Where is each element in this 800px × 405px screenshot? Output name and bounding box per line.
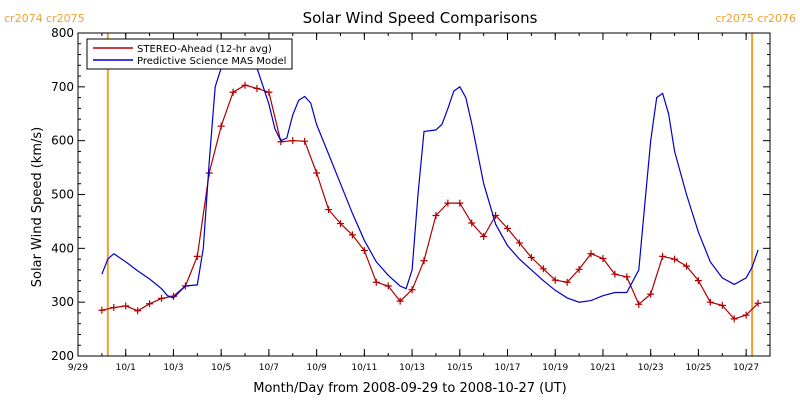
data-point-marker <box>742 311 750 319</box>
data-point-marker <box>360 246 368 254</box>
data-point-marker <box>694 277 702 285</box>
data-point-marker <box>671 255 679 263</box>
data-point-marker <box>229 88 237 96</box>
y-tick-label: 400 <box>51 241 74 255</box>
data-point-marker <box>527 253 535 261</box>
legend-label-1: Predictive Science MAS Model <box>137 56 286 67</box>
x-tick-label: 10/19 <box>542 363 568 373</box>
data-point-marker <box>193 252 201 260</box>
data-point-marker <box>551 276 559 284</box>
data-point-marker <box>384 282 392 290</box>
data-point-marker <box>468 219 476 227</box>
x-tick-label: 10/21 <box>590 363 616 373</box>
data-point-marker <box>718 301 726 309</box>
data-point-marker <box>301 137 309 145</box>
x-tick-label: 10/9 <box>307 363 327 373</box>
data-point-marker <box>372 278 380 286</box>
data-point-marker <box>659 252 667 260</box>
x-tick-label: 10/3 <box>163 363 183 373</box>
data-point-marker <box>205 169 213 177</box>
x-tick-label: 10/17 <box>495 363 521 373</box>
y-tick-label: 200 <box>51 349 74 363</box>
x-tick-label: 9/29 <box>68 363 88 373</box>
data-point-marker <box>253 84 261 92</box>
y-tick-label: 300 <box>51 295 74 309</box>
data-point-marker <box>432 211 440 219</box>
carrington-label: cr2074 cr2075 <box>4 12 85 25</box>
data-point-marker <box>515 239 523 247</box>
data-point-marker <box>420 257 428 265</box>
y-tick-label: 800 <box>51 26 74 40</box>
y-tick-label: 500 <box>51 188 74 202</box>
x-tick-label: 10/15 <box>447 363 473 373</box>
data-point-marker <box>635 300 643 308</box>
data-point-marker <box>480 232 488 240</box>
x-axis-label: Month/Day from 2008-09-29 to 2008-10-27 … <box>253 381 566 396</box>
data-point-marker <box>110 304 118 312</box>
data-point-marker <box>348 231 356 239</box>
data-point-marker <box>444 199 452 207</box>
data-point-marker <box>563 278 571 286</box>
data-point-marker <box>158 294 166 302</box>
x-tick-label: 10/13 <box>399 363 425 373</box>
y-tick-label: 700 <box>51 80 74 94</box>
data-point-marker <box>265 88 273 96</box>
x-tick-label: 10/11 <box>351 363 377 373</box>
data-point-marker <box>134 307 142 315</box>
x-tick-label: 10/1 <box>116 363 136 373</box>
data-point-marker <box>587 250 595 258</box>
x-tick-label: 10/23 <box>638 363 664 373</box>
data-point-marker <box>730 315 738 323</box>
data-point-marker <box>325 206 333 214</box>
series-line-1 <box>101 60 759 303</box>
y-tick-label: 600 <box>51 134 74 148</box>
data-point-marker <box>289 137 297 145</box>
data-point-marker <box>336 220 344 228</box>
data-point-marker <box>504 224 512 232</box>
data-point-marker <box>706 298 714 306</box>
data-point-marker <box>682 262 690 270</box>
data-point-marker <box>456 199 464 207</box>
legend: STEREO-Ahead (12-hr avg)Predictive Scien… <box>86 38 293 70</box>
data-point-marker <box>313 169 321 177</box>
data-point-marker <box>647 290 655 298</box>
x-tick-label: 10/27 <box>733 363 759 373</box>
chart-title: Solar Wind Speed Comparisons <box>303 9 538 27</box>
x-tick-label: 10/5 <box>211 363 231 373</box>
y-axis-label: Solar Wind Speed (km/s) <box>30 127 45 287</box>
data-point-marker <box>575 265 583 273</box>
data-point-marker <box>146 300 154 308</box>
x-tick-label: 10/7 <box>259 363 279 373</box>
legend-label-0: STEREO-Ahead (12-hr avg) <box>137 44 272 55</box>
data-point-marker <box>217 122 225 130</box>
data-point-marker <box>98 306 106 314</box>
data-point-marker <box>611 270 619 278</box>
series-line-0 <box>101 84 759 320</box>
x-tick-label: 10/25 <box>685 363 711 373</box>
data-point-marker <box>408 286 416 294</box>
data-point-marker <box>754 299 762 307</box>
data-point-marker <box>599 255 607 263</box>
data-point-marker <box>241 81 249 89</box>
data-point-marker <box>122 302 130 310</box>
data-point-marker <box>539 265 547 273</box>
legend-box <box>86 38 293 70</box>
data-point-marker <box>623 273 631 281</box>
carrington-label: cr2075 cr2076 <box>715 12 796 25</box>
data-point-marker <box>396 297 404 305</box>
